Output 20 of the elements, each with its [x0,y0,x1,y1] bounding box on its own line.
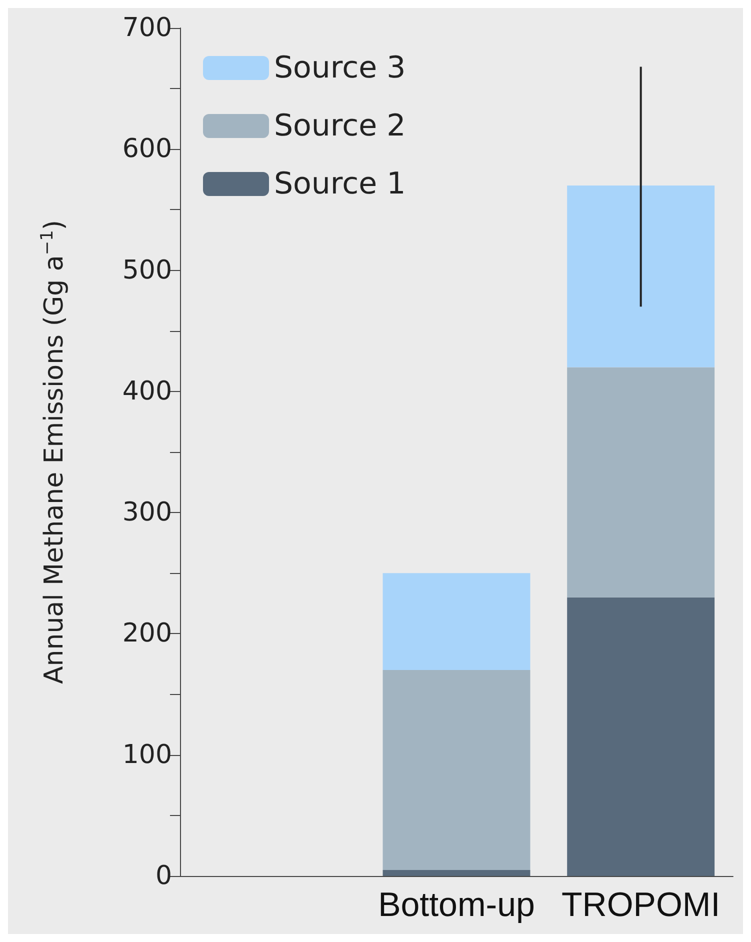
y-tick-label: 300 [122,498,172,528]
legend-label: Source 2 [274,108,406,144]
y-tick-label: 700 [122,13,172,43]
y-tick-label: 100 [122,740,172,770]
x-tick-label: TROPOMI [561,886,720,924]
x-tick-label: Bottom-up [378,886,535,924]
bar [567,367,715,598]
y-tick-label: 200 [122,618,172,649]
bar [567,185,715,368]
bar [382,670,530,870]
y-axis-title: Annual Methane Emissions (Gg a−1) [38,220,70,684]
bar [382,573,530,670]
y-tick-label: 400 [122,376,172,406]
legend-label: Source 3 [274,50,406,86]
y-tick-label: 500 [122,255,172,286]
bar [382,870,530,876]
legend-label: Source 1 [274,166,406,202]
y-tick-label: 0 [155,861,172,891]
bar [567,597,715,876]
y-tick-label: 600 [122,134,172,164]
